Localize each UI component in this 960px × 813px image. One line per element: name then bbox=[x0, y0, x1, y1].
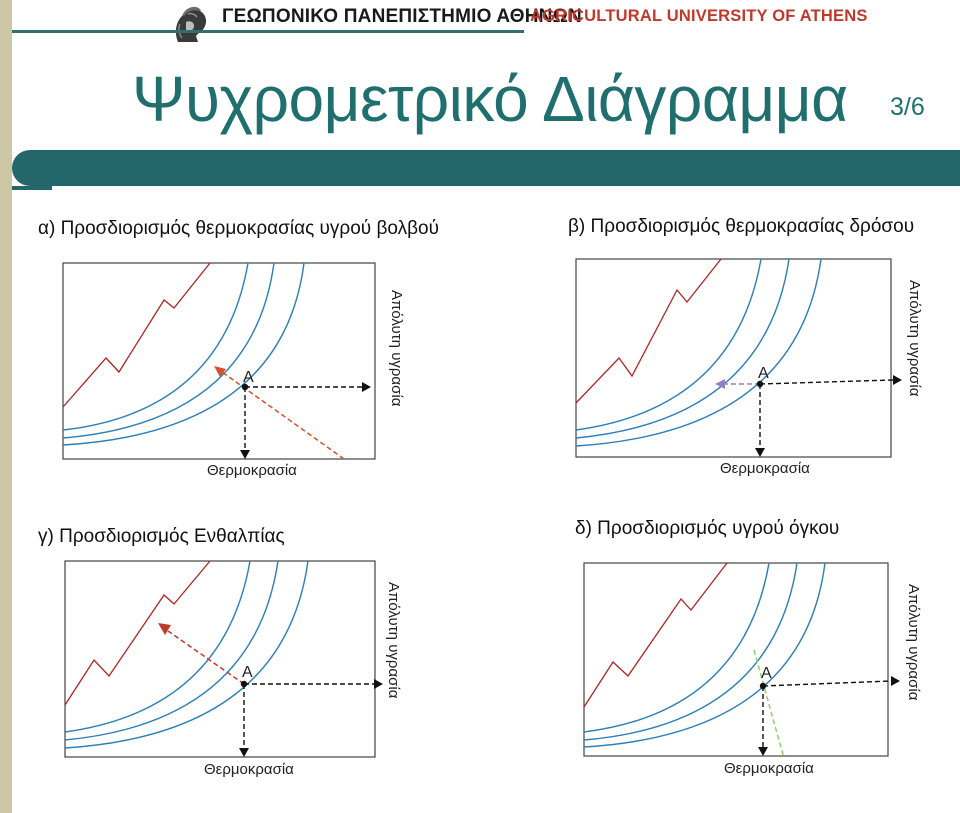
rh-curve-2 bbox=[575, 258, 790, 439]
psychrometric-diagram-c: Α Θερμοκρασία Απόλυτη υγρασία bbox=[64, 560, 402, 778]
slide: ΓΕΩΠΟΝΙΚΟ ΠΑΝΕΠΙΣΤΗΜΙΟ ΑΘΗΝΩΝ AGRICULTUR… bbox=[12, 0, 960, 813]
psychrometric-diagram-b: Α Θερμοκρασία Απόλυτη υγρασία bbox=[575, 258, 923, 477]
rh-curve-1 bbox=[583, 562, 770, 733]
enthalpy-line bbox=[167, 630, 245, 685]
x-axis-label: Θερμοκρασία bbox=[720, 460, 810, 477]
header: ΓΕΩΠΟΝΙΚΟ ΠΑΝΕΠΙΣΤΗΜΙΟ ΑΘΗΝΩΝ AGRICULTUR… bbox=[12, 0, 960, 43]
saturation-curve bbox=[575, 258, 722, 404]
point-label: Α bbox=[243, 369, 254, 386]
state-point-a bbox=[759, 682, 767, 690]
saturation-curve bbox=[62, 262, 211, 408]
y-axis-label: Απόλυτη υγρασία bbox=[905, 584, 922, 701]
chart-frame bbox=[62, 262, 376, 460]
humidity-guide bbox=[762, 680, 892, 687]
y-axis-label: Απόλυτη υγρασία bbox=[906, 280, 923, 397]
page-number: 3/6 bbox=[890, 93, 925, 121]
university-name-english: AGRICULTURAL UNIVERSITY OF ATHENS bbox=[530, 7, 868, 25]
state-point-a bbox=[241, 383, 249, 391]
dew-point-arrowhead bbox=[715, 379, 725, 389]
chart-frame bbox=[583, 562, 889, 757]
rh-curve-3 bbox=[575, 258, 822, 447]
athena-head-logo-icon bbox=[175, 6, 207, 43]
panel-c-heading: γ) Προσδιορισμός Ενθαλπίας bbox=[38, 526, 285, 547]
rh-curve-1 bbox=[62, 262, 249, 431]
rh-curve-3 bbox=[583, 562, 826, 748]
saturation-curve bbox=[583, 562, 728, 708]
chart-frame bbox=[64, 560, 376, 758]
rh-curve-1 bbox=[64, 560, 251, 733]
wet-bulb-line bbox=[221, 371, 345, 460]
rh-curve-1 bbox=[575, 258, 762, 431]
title-band bbox=[12, 150, 960, 186]
specific-volume-line bbox=[753, 649, 784, 756]
temperature-arrowhead bbox=[758, 747, 768, 756]
state-point-a bbox=[756, 380, 764, 388]
humidity-arrowhead bbox=[374, 679, 383, 689]
saturation-curve bbox=[64, 560, 211, 706]
rh-curve-3 bbox=[64, 560, 309, 749]
point-label: Α bbox=[758, 365, 769, 382]
enthalpy-arrowhead bbox=[158, 623, 171, 635]
left-edge-bar bbox=[0, 0, 12, 813]
humidity-guide bbox=[759, 379, 894, 385]
rh-curve-2 bbox=[62, 262, 275, 439]
rh-curve-2 bbox=[64, 560, 279, 741]
temperature-arrowhead bbox=[755, 448, 765, 457]
y-axis-label: Απόλυτη υγρασία bbox=[388, 290, 405, 407]
header-underline bbox=[12, 30, 524, 33]
rh-curve-2 bbox=[583, 562, 798, 741]
x-axis-label: Θερμοκρασία bbox=[204, 761, 294, 778]
y-axis-label: Απόλυτη υγρασία bbox=[385, 582, 402, 699]
wet-bulb-arrowhead bbox=[214, 366, 226, 377]
panel-d-heading: δ) Προσδιορισμός υγρού όγκου bbox=[575, 518, 840, 539]
point-label: Α bbox=[761, 665, 772, 682]
temperature-arrowhead bbox=[240, 450, 250, 459]
panel-b-heading: β) Προσδιορισμός θερμοκρασίας δρόσου bbox=[568, 216, 915, 237]
title-band-tail bbox=[12, 186, 52, 190]
psychrometric-diagram-a: Α Θερμοκρασία Απόλυτη υγρασία bbox=[62, 262, 405, 479]
university-name-greek: ΓΕΩΠΟΝΙΚΟ ΠΑΝΕΠΙΣΤΗΜΙΟ ΑΘΗΝΩΝ bbox=[222, 6, 582, 27]
humidity-arrowhead bbox=[362, 382, 371, 392]
panel-a-heading: α) Προσδιορισμός θερμοκρασίας υγρού βολβ… bbox=[38, 218, 439, 239]
chart-frame bbox=[575, 258, 892, 458]
humidity-arrowhead bbox=[893, 375, 902, 385]
x-axis-label: Θερμοκρασία bbox=[207, 462, 297, 479]
temperature-arrowhead bbox=[239, 748, 249, 757]
rh-curve-3 bbox=[62, 262, 305, 446]
state-point-a bbox=[240, 680, 248, 688]
humidity-arrowhead bbox=[891, 676, 900, 686]
point-label: Α bbox=[242, 664, 253, 681]
psychrometric-diagram-d: Α Θερμοκρασία Απόλυτη υγρασία bbox=[583, 562, 922, 777]
slide-title: Ψυχρομετρικό Διάγραμμα bbox=[132, 63, 848, 135]
x-axis-label: Θερμοκρασία bbox=[724, 760, 814, 777]
